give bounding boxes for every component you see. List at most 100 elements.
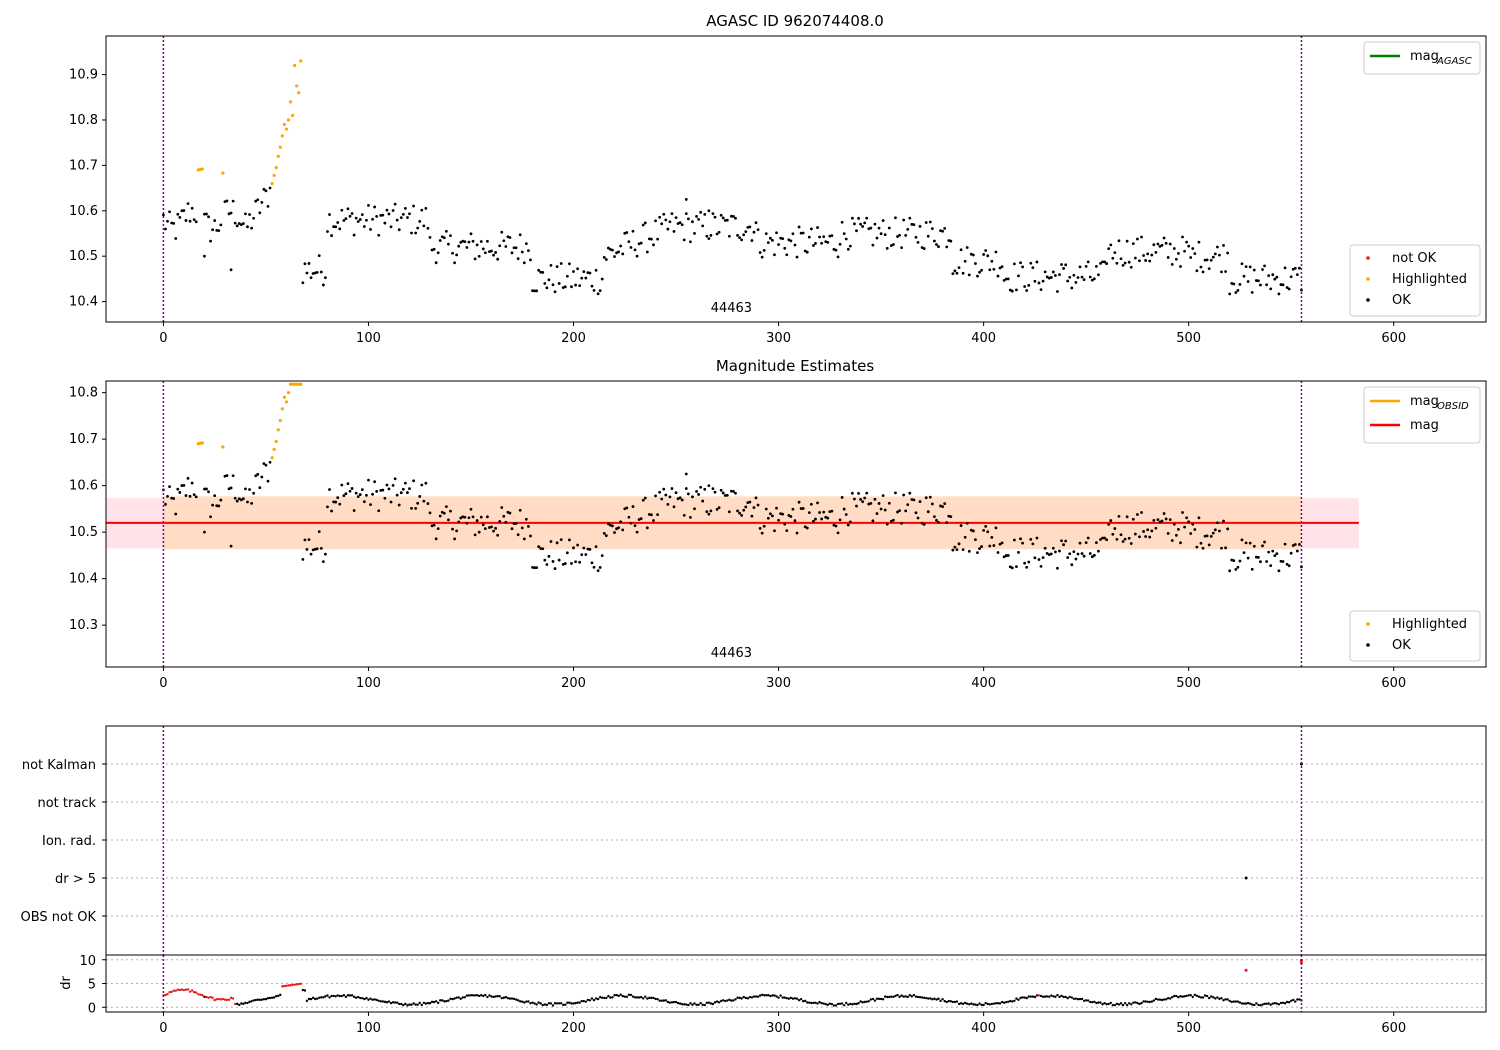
dr-ok-point: [1064, 995, 1067, 999]
ok-point: [699, 485, 703, 489]
ok-point: [730, 214, 733, 218]
ok-point: [469, 507, 473, 511]
ok-point: [1263, 264, 1266, 268]
ok-point: [527, 249, 530, 252]
ok-point: [1074, 281, 1078, 284]
ok-point: [371, 492, 374, 496]
ok-point: [727, 234, 731, 238]
dr-ok-point: [1007, 1000, 1010, 1003]
dr-ok-point: [879, 997, 883, 1001]
ok-point: [568, 538, 571, 542]
dr-ok-point: [992, 1002, 996, 1005]
ok-point: [360, 488, 364, 492]
dr-ok-point: [814, 1001, 817, 1005]
dr-ok-point: [471, 994, 475, 997]
ok-point: [978, 547, 981, 551]
ok-point: [611, 248, 614, 252]
dr-ok-point: [482, 994, 485, 998]
dr-ok-point: [1033, 995, 1037, 999]
dr-ok-point: [1271, 1002, 1274, 1005]
ok-point: [959, 248, 963, 252]
ok-point: [1170, 262, 1174, 266]
dr-ok-point: [1166, 996, 1170, 1000]
dr-ok-point: [701, 1003, 704, 1007]
ok-point: [416, 501, 420, 505]
ok-point: [949, 239, 953, 243]
x-tick-label: 400: [971, 676, 996, 691]
ok-point: [535, 289, 539, 293]
ok-point: [647, 513, 651, 516]
dr-ok-point: [521, 1000, 524, 1003]
dr-ok-point: [607, 994, 610, 998]
ok-point: [672, 505, 676, 509]
ok-point: [303, 538, 307, 542]
flag-category-label: OBS not OK: [21, 910, 97, 925]
ok-point: [783, 246, 787, 250]
ok-point: [1064, 539, 1068, 543]
dr-ok-point: [557, 1002, 561, 1005]
ok-point: [184, 219, 188, 222]
ok-point: [754, 221, 758, 225]
dr-ok-point: [978, 1002, 981, 1005]
ok-point: [533, 289, 536, 293]
ok-point: [1226, 527, 1230, 531]
dr-ok-point: [769, 994, 772, 998]
ok-point: [1179, 541, 1182, 545]
ok-point: [215, 228, 219, 232]
ok-point: [686, 492, 690, 496]
dr-ok-point: [1175, 994, 1178, 998]
dr-ok-point: [824, 1003, 827, 1006]
dr-ok-point: [328, 996, 331, 999]
highlighted-point: [299, 59, 303, 63]
y-tick-label: 10.5: [69, 525, 98, 540]
dr-ok-point: [717, 1001, 721, 1004]
ok-point: [262, 462, 266, 466]
ok-point: [1015, 565, 1018, 569]
ok-point: [434, 537, 438, 541]
dr-ok-point: [1078, 997, 1082, 1001]
ok-point: [1027, 283, 1031, 287]
dr-ok-point: [1158, 998, 1162, 1001]
dr-ok-point: [658, 999, 661, 1002]
ok-point: [1066, 279, 1070, 283]
ok-point: [1056, 290, 1059, 293]
dr-ok-point: [1281, 1001, 1285, 1005]
ok-point: [213, 219, 217, 222]
dr-ok-point: [594, 997, 598, 1000]
dr-ok-point: [832, 1004, 836, 1007]
ok-point: [625, 506, 629, 510]
ok-point: [703, 212, 707, 216]
dr-ok-point: [1125, 1003, 1129, 1007]
ok-point: [1097, 273, 1100, 277]
ok-point: [869, 226, 873, 230]
dr-ok-point: [871, 997, 875, 1001]
ok-point: [1037, 558, 1041, 561]
ok-point: [996, 274, 1000, 278]
ok-point: [379, 214, 383, 217]
dr-ok-point: [736, 996, 739, 999]
x-tick-label: 100: [356, 1021, 381, 1036]
ok-point: [1275, 275, 1279, 279]
ok-point: [1289, 551, 1293, 555]
ok-point: [391, 209, 395, 212]
ok-point: [455, 253, 459, 257]
dr-ok-point: [840, 1002, 844, 1005]
ok-point: [834, 248, 838, 252]
ok-point: [1191, 522, 1195, 526]
dr-ok-point: [773, 994, 776, 997]
ok-point: [531, 289, 534, 293]
ok-point: [412, 204, 415, 208]
ok-point: [734, 216, 737, 220]
ok-point: [246, 500, 249, 504]
dr-ok-point: [533, 1002, 536, 1005]
dr-ok-point: [982, 1003, 985, 1007]
ok-point: [451, 527, 454, 531]
ok-point: [709, 234, 713, 237]
dr-ok-point: [1138, 1002, 1141, 1006]
ok-point: [406, 216, 409, 219]
dr-ok-point: [445, 999, 448, 1003]
ok-point: [916, 516, 920, 520]
ok-point: [1097, 549, 1100, 553]
dr-ok-point: [424, 1002, 428, 1005]
ok-point: [777, 243, 780, 246]
